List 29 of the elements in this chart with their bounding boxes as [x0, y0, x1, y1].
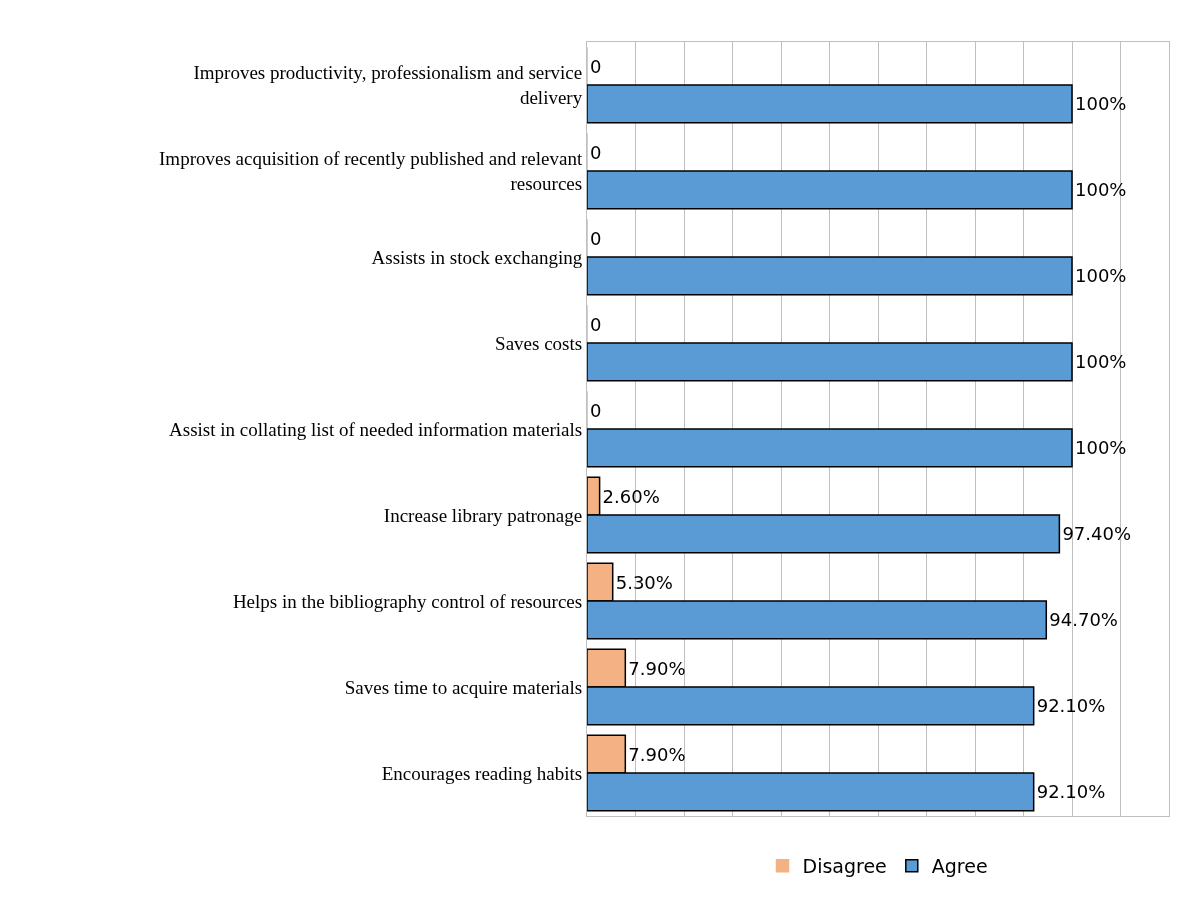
data-label: 0 [590, 399, 602, 421]
y-tick-label: Assists in stock exchanging [371, 246, 583, 268]
data-label: 100% [1075, 351, 1127, 373]
data-label: 97.40% [1062, 523, 1132, 545]
data-label: 0 [590, 313, 602, 335]
data-label: 7.90% [628, 743, 686, 765]
data-label: 5.30% [615, 571, 673, 593]
data-label: 92.10% [1036, 781, 1106, 803]
data-label: 0 [590, 227, 602, 249]
y-tick-label: Saves time to acquire materials [344, 676, 583, 698]
data-label: 92.10% [1036, 695, 1106, 717]
y-tick-label: Improves productivity, professionalism and service delivery [193, 62, 583, 108]
data-label: 100% [1075, 93, 1127, 115]
y-tick-label: Improves acquisition of recently published and relevant resources [159, 148, 583, 194]
data-label: 100% [1075, 179, 1127, 201]
data-label: 7.90% [628, 657, 686, 679]
legend-label: Agree [931, 855, 988, 878]
y-tick-label: Saves costs [495, 332, 583, 354]
y-tick-label: Assist in collating list of needed information materials [169, 418, 583, 440]
y-tick-label: Increase library patronage [383, 504, 583, 526]
data-label: 0 [590, 55, 602, 77]
data-label: 0 [590, 141, 602, 163]
data-label: 100% [1075, 437, 1127, 459]
y-tick-label: Encourages reading habits [381, 762, 583, 784]
data-label: 100% [1075, 265, 1127, 287]
legend-label: Disagree [802, 855, 887, 878]
y-tick-label: Helps in the bibliography control of resources [232, 590, 583, 612]
data-label: 94.70% [1049, 609, 1118, 631]
data-label: 2.60% [602, 485, 660, 507]
